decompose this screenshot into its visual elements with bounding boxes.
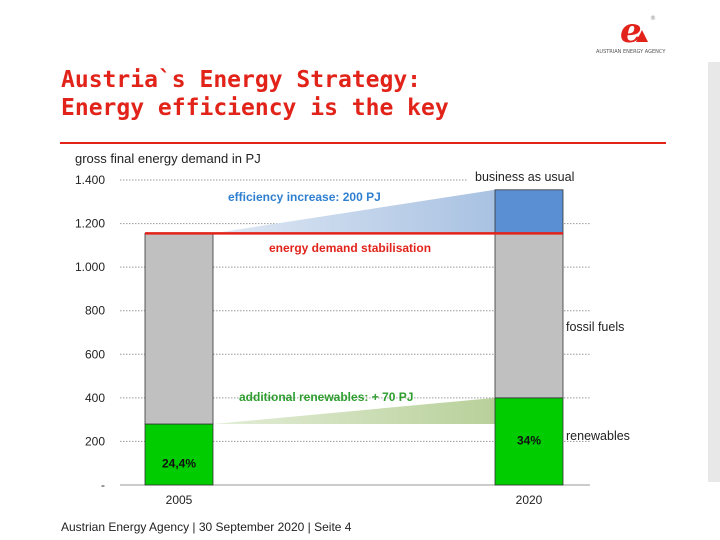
austrian-energy-agency-logo: e ® AUSTRIAN ENERGY AGENCY: [592, 8, 672, 56]
side-panel-edge: [708, 62, 720, 482]
footer-org: Austrian Energy Agency: [61, 520, 190, 534]
y-tick-label: 200: [85, 434, 105, 448]
fossil-fuels-label: fossil fuels: [566, 320, 624, 334]
title-divider: [60, 142, 666, 144]
energy-demand-chart: gross final energy demand in PJ - 200 400 6…: [50, 148, 670, 523]
y-tick-label: 1.400: [75, 173, 105, 187]
footer: Austrian Energy Agency | 30 September 20…: [61, 520, 351, 534]
efficiency-wedge: [213, 189, 495, 234]
logo-subtitle: AUSTRIAN ENERGY AGENCY: [596, 49, 666, 55]
title-line-2: Energy efficiency is the key: [61, 95, 449, 121]
bars: 24,4% 34%: [144, 189, 564, 486]
logo-a-icon: [636, 30, 648, 42]
additional-renewables-label: additional renewables: + 70 PJ: [239, 390, 413, 404]
footer-sep-2: |: [304, 520, 315, 534]
bar-share-label: 24,4%: [162, 457, 196, 471]
stabilisation-label-bg: [262, 239, 454, 255]
y-tick-label: 1.200: [75, 217, 105, 231]
renewables-bar-segment: [144, 423, 214, 486]
renewables-label: renewables: [566, 429, 630, 443]
y-tick-label: 600: [85, 347, 105, 361]
y-axis-ticks: - 200 400 600 800 1.000 1.200 1.400: [75, 173, 105, 492]
bar-share-label: 34%: [517, 433, 541, 447]
page-title: Austria`s Energy Strategy: Energy effici…: [61, 66, 449, 122]
footer-sep-1: |: [189, 520, 199, 534]
x-tick-label: 2020: [516, 493, 543, 507]
logo-letter: e: [620, 11, 642, 51]
title-line-1: Austria`s Energy Strategy:: [61, 67, 422, 93]
stabilisation-label: energy demand stabilisation: [269, 241, 431, 255]
fossil-bar-segment: [144, 232, 214, 425]
logo-mark-icon: e ® AUSTRIAN ENERGY AGENCY: [596, 11, 666, 55]
x-axis-labels: 2005 2020: [166, 493, 543, 507]
logo-registered: ®: [650, 15, 656, 22]
efficiency-increase-label: efficiency increase: 200 PJ: [228, 190, 381, 204]
chart-title: gross final energy demand in PJ: [75, 151, 261, 166]
x-tick-label: 2005: [166, 493, 193, 507]
renewables-wedge: [213, 397, 495, 424]
y-tick-label: -: [101, 478, 105, 492]
efficiency-bar-segment: [494, 189, 564, 234]
renewables-bar-segment: [494, 397, 564, 486]
y-tick-label: 800: [85, 304, 105, 318]
footer-page: Seite 4: [314, 520, 352, 534]
footer-date: 30 September 2020: [198, 520, 305, 534]
business-label-bg: [468, 168, 592, 184]
annotations: business as usual efficiency increase: 20…: [228, 168, 630, 443]
chart-canvas: gross final energy demand in PJ - 200 400 6…: [75, 151, 630, 507]
y-tick-label: 400: [85, 391, 105, 405]
business-as-usual-label: business as usual: [475, 170, 574, 184]
y-tick-label: 1.000: [75, 260, 105, 274]
fossil-bar-segment: [494, 232, 564, 399]
